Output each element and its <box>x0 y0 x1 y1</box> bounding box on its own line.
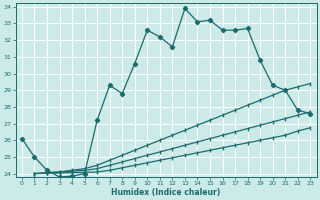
X-axis label: Humidex (Indice chaleur): Humidex (Indice chaleur) <box>111 188 221 197</box>
